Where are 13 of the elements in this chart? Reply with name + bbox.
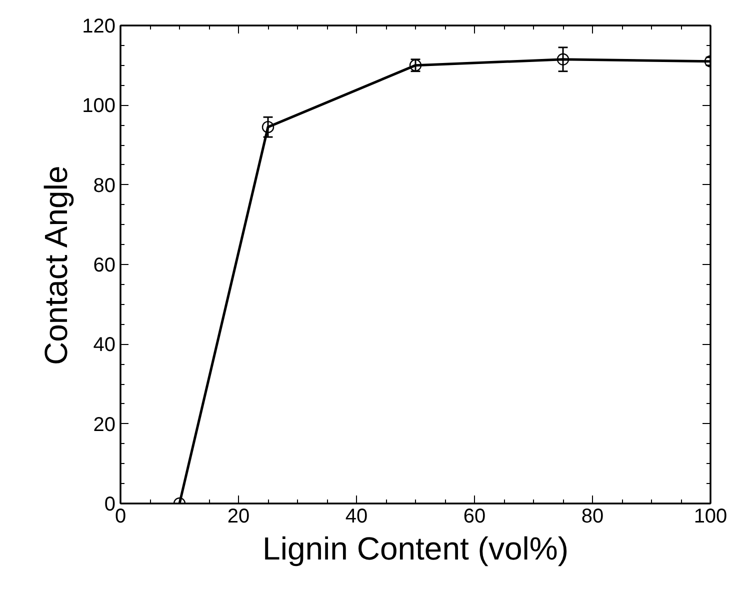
x-tick-label: 60	[463, 506, 486, 528]
x-axis-title: Lignin Content (vol%)	[262, 530, 568, 566]
y-tick-label: 20	[93, 414, 116, 436]
x-tick-label: 20	[227, 506, 250, 528]
y-axis-title: Contact Angle	[38, 166, 74, 366]
x-tick-label: 100	[694, 506, 728, 528]
y-tick-label: 120	[82, 16, 116, 38]
y-tick-label: 40	[93, 334, 116, 356]
x-tick-label: 80	[581, 506, 604, 528]
y-tick-label: 60	[93, 254, 116, 276]
x-tick-label: 40	[345, 506, 368, 528]
y-tick-label: 80	[93, 174, 116, 197]
y-tick-label: 100	[82, 95, 116, 118]
